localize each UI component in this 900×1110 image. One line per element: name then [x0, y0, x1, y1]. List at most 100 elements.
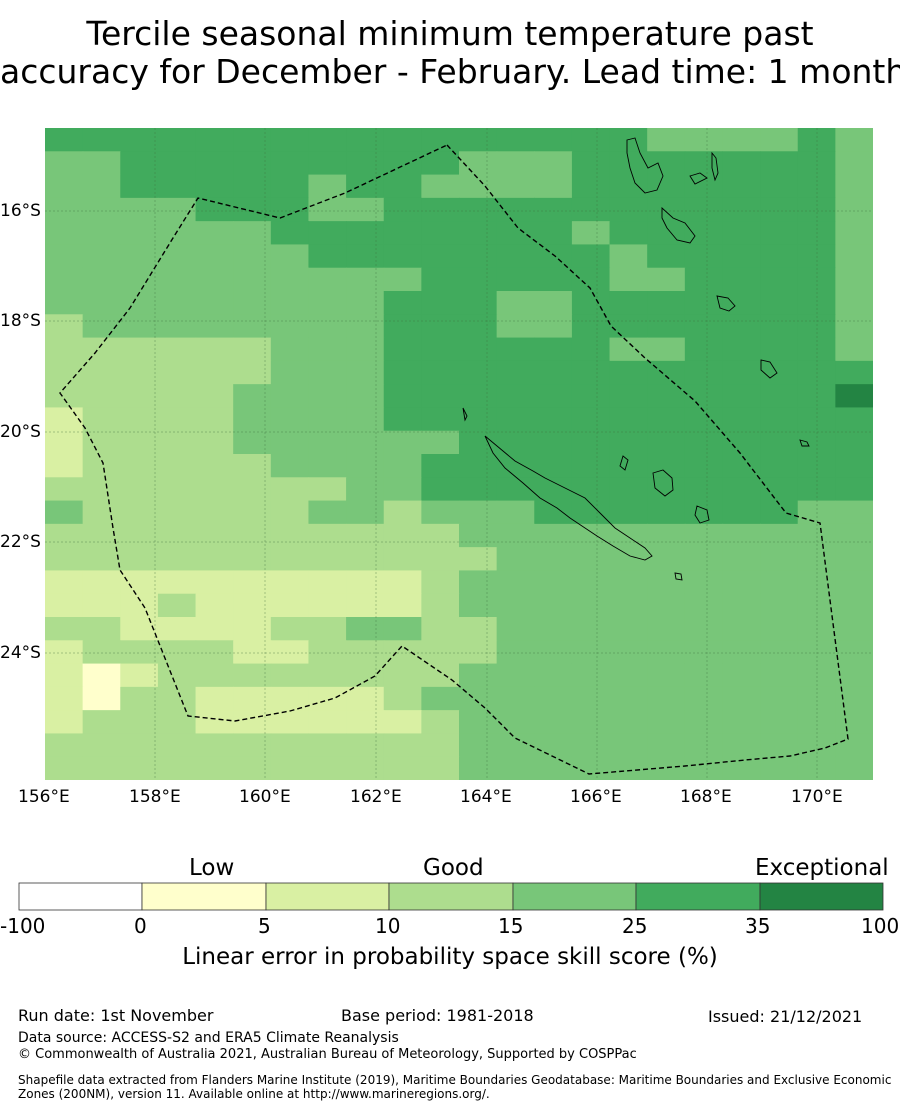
- skill-cell: [421, 128, 460, 152]
- skill-cell: [270, 197, 310, 222]
- skill-cell: [270, 430, 310, 455]
- skill-cell: [233, 617, 272, 641]
- skill-cell: [534, 128, 573, 152]
- skill-cell: [45, 267, 84, 292]
- skill-cell: [120, 710, 159, 735]
- skill-cell: [421, 291, 460, 315]
- map-title-line-1: Tercile seasonal minimum temperature pas…: [86, 14, 814, 53]
- skill-cell: [571, 593, 611, 618]
- skill-cell: [722, 314, 761, 339]
- skill-cell: [722, 267, 761, 292]
- skill-cell: [308, 710, 347, 735]
- skill-cell: [722, 686, 761, 711]
- skill-cell: [157, 500, 197, 525]
- skill-cell: [383, 430, 422, 455]
- skill-cell: [346, 197, 385, 222]
- skill-cell: [571, 291, 611, 315]
- colorbar-segment: [512, 882, 637, 911]
- skill-cell: [647, 267, 686, 292]
- skill-cell: [534, 384, 573, 409]
- skill-cell: [835, 640, 874, 665]
- colorbar-tick: 25: [622, 914, 648, 938]
- skill-cell: [459, 197, 498, 222]
- skill-cell: [82, 267, 121, 292]
- skill-cell: [346, 174, 385, 199]
- skill-cell: [120, 151, 159, 176]
- skill-cell: [459, 291, 498, 315]
- skill-cell: [835, 710, 874, 735]
- colorbar-tick: 0: [134, 914, 147, 938]
- skill-cell: [835, 454, 874, 478]
- skill-cell: [684, 756, 724, 781]
- lon-label-156: 156°E: [18, 787, 70, 807]
- skill-cell: [383, 221, 422, 246]
- skill-cell: [496, 221, 535, 246]
- skill-cell: [571, 197, 611, 222]
- skill-cell: [308, 221, 347, 246]
- skill-cell: [760, 267, 799, 292]
- skill-cell: [534, 570, 573, 595]
- skill-cell: [82, 407, 121, 432]
- skill-cell: [496, 174, 535, 199]
- skill-cell: [157, 221, 197, 246]
- skill-cell: [45, 337, 84, 362]
- new-caledonia-island: [484, 435, 653, 561]
- skill-cell: [82, 593, 121, 618]
- skill-cell: [82, 128, 121, 152]
- skill-cell: [157, 430, 197, 455]
- skill-cell: [571, 407, 611, 432]
- skill-cell: [797, 686, 836, 711]
- skill-cell: [534, 267, 573, 292]
- skill-cell: [270, 523, 310, 548]
- skill-cell: [346, 686, 385, 711]
- skill-cell: [496, 384, 535, 409]
- skill-cell: [534, 407, 573, 432]
- skill-cell: [308, 547, 347, 572]
- skill-cell: [233, 663, 272, 688]
- skill-cell: [684, 663, 724, 688]
- lat-label-22s: 22°S: [0, 532, 41, 552]
- skill-cell: [684, 244, 724, 269]
- skill-cell: [496, 733, 535, 758]
- skill-cell: [383, 314, 422, 339]
- skill-cell: [120, 500, 159, 525]
- skill-cell: [45, 640, 84, 665]
- skill-cell: [157, 640, 197, 665]
- skill-cell: [45, 733, 84, 758]
- skill-cell: [82, 174, 121, 199]
- skill-cell: [571, 267, 611, 292]
- skill-cell: [157, 267, 197, 292]
- skill-cell: [421, 174, 460, 199]
- skill-cell: [233, 267, 272, 292]
- skill-cell: [760, 384, 799, 409]
- skill-cell: [45, 710, 84, 735]
- skill-cell: [534, 733, 573, 758]
- skill-cell: [233, 733, 272, 758]
- skill-cell: [346, 477, 385, 502]
- skill-cell: [760, 756, 799, 781]
- skill-cell: [421, 756, 460, 781]
- skill-cell: [534, 593, 573, 618]
- skill-cell: [157, 360, 197, 385]
- skill-cell: [496, 151, 535, 176]
- skill-cell: [308, 407, 347, 432]
- skill-cell: [647, 291, 686, 315]
- skill-cell: [346, 244, 385, 269]
- skill-cell: [835, 360, 874, 385]
- skill-cell: [722, 291, 761, 315]
- skill-cell: [797, 291, 836, 315]
- skill-cell: [82, 337, 121, 362]
- skill-cell: [82, 384, 121, 409]
- skill-cell: [647, 710, 686, 735]
- skill-cell: [195, 500, 234, 525]
- skill-cell: [760, 547, 799, 572]
- skill-cell: [308, 360, 347, 385]
- skill-cell: [647, 314, 686, 339]
- skill-cell: [760, 174, 799, 199]
- skill-cell: [82, 570, 121, 595]
- skill-cell: [195, 640, 234, 665]
- skill-cell: [233, 477, 272, 502]
- skill-cell: [195, 291, 234, 315]
- skill-cell: [45, 523, 84, 548]
- skill-cell: [459, 174, 498, 199]
